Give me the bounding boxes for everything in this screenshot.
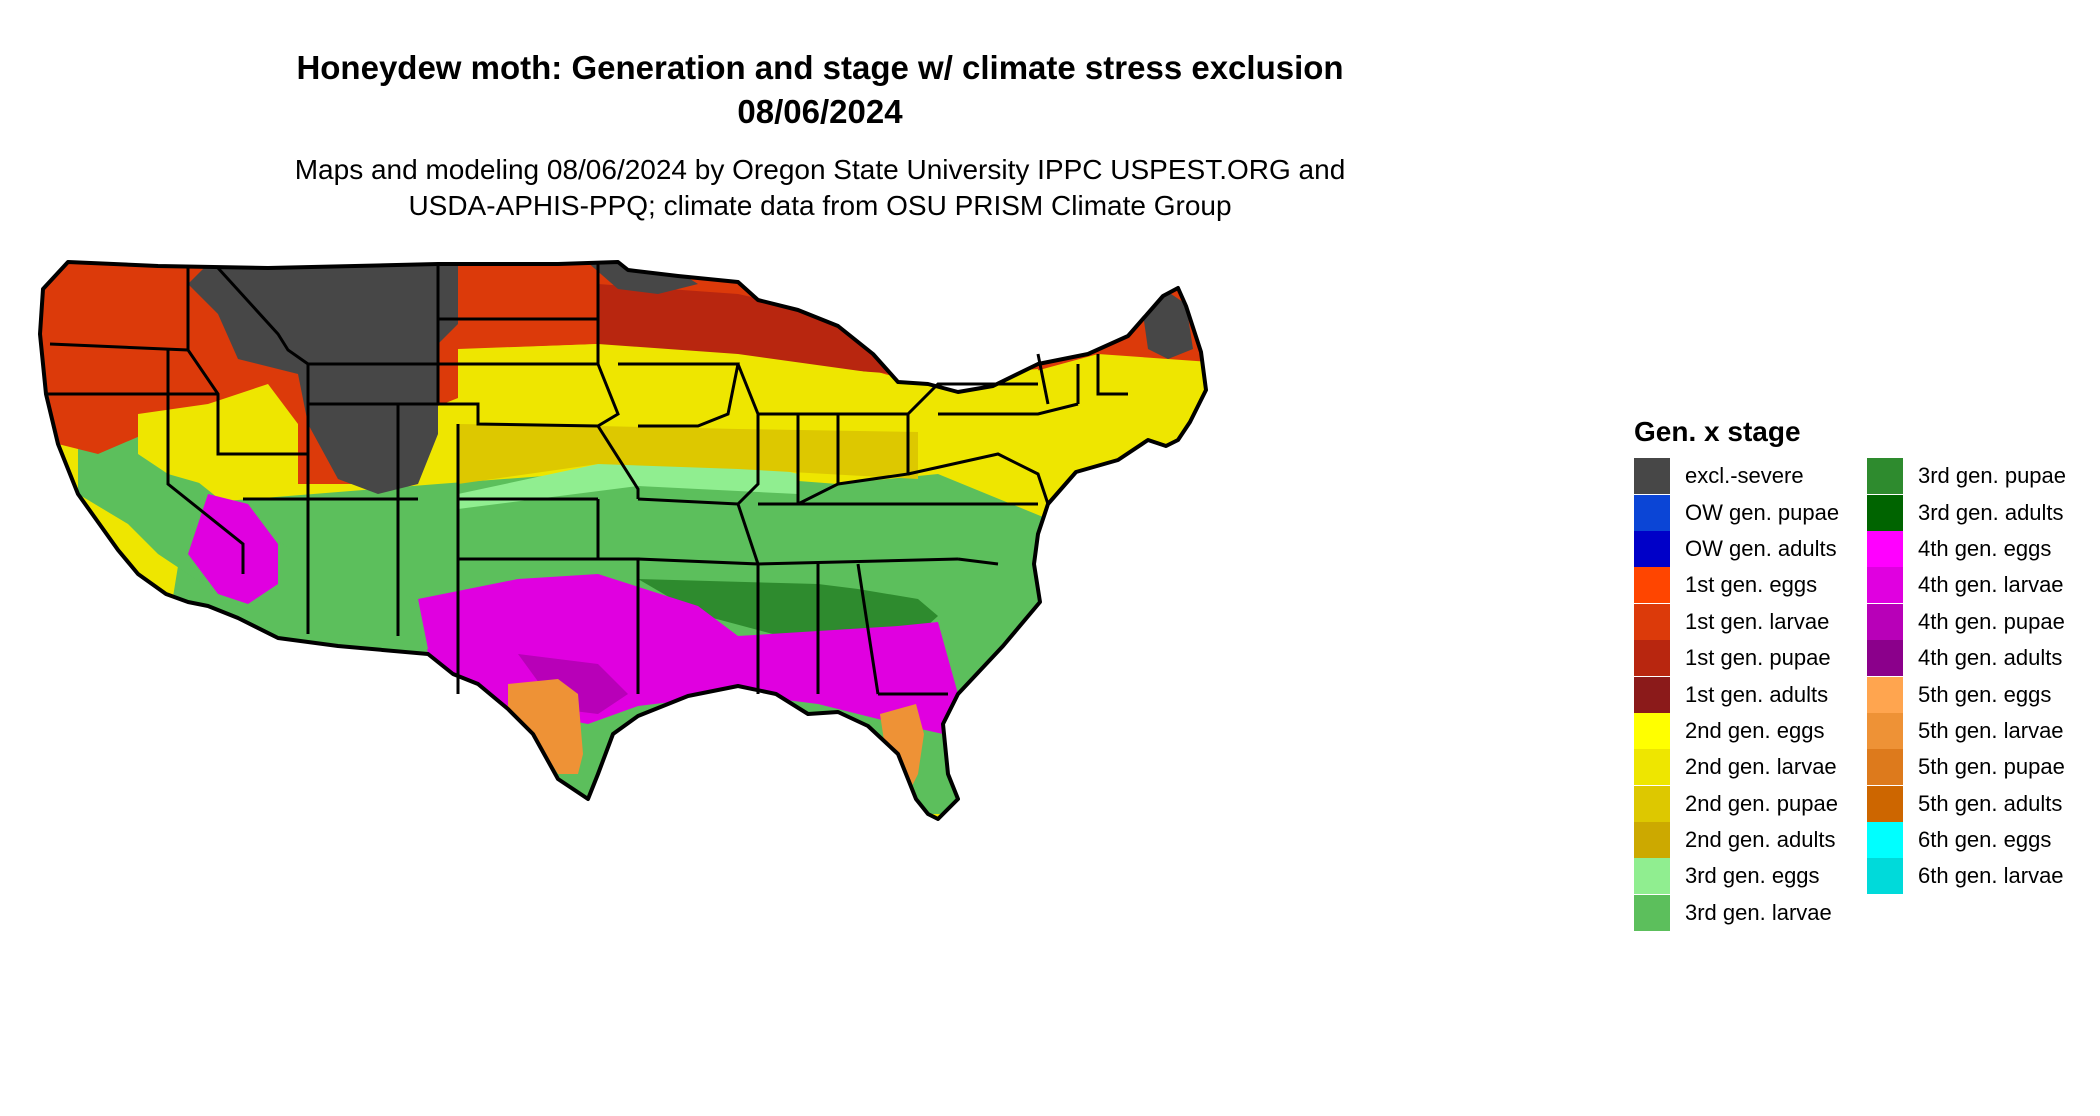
legend-label: 3rd gen. larvae xyxy=(1685,899,1832,925)
map-date: 08/06/2024 xyxy=(737,93,903,130)
legend-label: 3rd gen. adults xyxy=(1918,499,2064,525)
legend-swatch xyxy=(1634,785,1670,822)
legend-label: 3rd gen. eggs xyxy=(1685,863,1820,889)
legend-swatch xyxy=(1634,858,1670,895)
legend-column-1: excl.-severe OW gen. pupae OW gen. adults 1… xyxy=(1634,458,1839,931)
legend-label: 1st gen. eggs xyxy=(1685,572,1818,598)
legend-item: 3rd gen. adults xyxy=(1867,494,2066,531)
legend-label: 6th gen. larvae xyxy=(1918,863,2064,889)
legend-label: 5th gen. pupae xyxy=(1918,754,2065,780)
legend-item: 4th gen. pupae xyxy=(1867,603,2066,640)
legend-swatch xyxy=(1867,858,1903,895)
legend-item: 6th gen. larvae xyxy=(1867,858,2066,895)
legend-swatch xyxy=(1867,603,1903,640)
legend-swatch xyxy=(1867,530,1903,567)
legend-label: excl.-severe xyxy=(1685,463,1804,489)
legend-swatch xyxy=(1867,567,1903,604)
legend-label: 4th gen. larvae xyxy=(1918,572,2064,598)
legend-swatch xyxy=(1634,567,1670,604)
legend-item: 4th gen. eggs xyxy=(1867,530,2066,567)
legend-item: 5th gen. adults xyxy=(1867,785,2066,822)
legend-item: 2nd gen. adults xyxy=(1634,822,1839,859)
zone-exclusion-maine xyxy=(1143,292,1193,359)
legend-label: OW gen. pupae xyxy=(1685,499,1840,525)
legend-label: 2nd gen. eggs xyxy=(1685,717,1825,743)
legend-swatch xyxy=(1634,494,1670,531)
legend-title: Gen. x stage xyxy=(1634,416,1801,447)
zone-light-green-band xyxy=(458,459,798,509)
legend-label: 1st gen. adults xyxy=(1685,681,1829,707)
legend-swatch xyxy=(1867,785,1903,822)
legend-item: 6th gen. eggs xyxy=(1867,822,2066,859)
legend-item: 3rd gen. eggs xyxy=(1634,858,1839,895)
legend-swatch xyxy=(1867,822,1903,859)
legend-item: 1st gen. larvae xyxy=(1634,603,1839,640)
conus-phenology-map xyxy=(38,260,1208,821)
legend-swatch xyxy=(1867,494,1903,531)
legend-item: 4th gen. adults xyxy=(1867,640,2066,677)
legend-label: 2nd gen. adults xyxy=(1685,827,1836,853)
legend-label: 1st gen. pupae xyxy=(1685,645,1831,671)
legend-swatch xyxy=(1634,640,1670,677)
legend-swatch xyxy=(1634,894,1670,931)
legend-item: 1st gen. adults xyxy=(1634,676,1839,713)
legend-swatch xyxy=(1867,712,1903,749)
legend-swatch xyxy=(1634,749,1670,786)
legend-item: excl.-severe xyxy=(1634,458,1839,495)
legend-column-2: 3rd gen. pupae 3rd gen. adults 4th gen. eg… xyxy=(1867,458,2066,895)
legend-item: OW gen. adults xyxy=(1634,530,1839,567)
zone-purple-coast xyxy=(518,654,628,714)
legend-swatch xyxy=(1867,749,1903,786)
legend-label: 4th gen. eggs xyxy=(1918,535,2052,561)
legend-item: 1st gen. pupae xyxy=(1634,640,1839,677)
legend-swatch xyxy=(1867,640,1903,677)
legend-swatch xyxy=(1634,458,1670,495)
legend-label: 5th gen. larvae xyxy=(1918,717,2064,743)
legend-item: 4th gen. larvae xyxy=(1867,567,2066,604)
zone-pupae-band xyxy=(458,424,918,484)
legend-label: 4th gen. pupae xyxy=(1918,608,2065,634)
legend-item: 1st gen. eggs xyxy=(1634,567,1839,604)
legend-item: 5th gen. eggs xyxy=(1867,676,2066,713)
legend-item: 2nd gen. pupae xyxy=(1634,785,1839,822)
legend-swatch xyxy=(1634,712,1670,749)
legend-label: 3rd gen. pupae xyxy=(1918,463,2067,489)
legend-swatch xyxy=(1867,676,1903,713)
zone-exclusion-rockies xyxy=(188,262,458,494)
legend-item: OW gen. pupae xyxy=(1634,494,1840,531)
legend-item: 2nd gen. eggs xyxy=(1634,712,1839,749)
legend-item: 5th gen. larvae xyxy=(1867,712,2066,749)
legend-label: 1st gen. larvae xyxy=(1685,608,1830,634)
legend-item: 3rd gen. pupae xyxy=(1867,458,2067,495)
legend-swatch xyxy=(1634,676,1670,713)
conus-outline xyxy=(38,260,1208,821)
zone-orange-texas xyxy=(508,679,583,774)
legend-label: 4th gen. adults xyxy=(1918,645,2063,671)
map-credits-line2: USDA-APHIS-PPQ; climate data from OSU PR… xyxy=(408,190,1232,221)
legend-label: 6th gen. eggs xyxy=(1918,827,2052,853)
legend-swatch xyxy=(1867,458,1903,495)
state-borders xyxy=(46,264,1128,696)
map-credits-line1: Maps and modeling 08/06/2024 by Oregon S… xyxy=(294,154,1346,185)
legend-label: 5th gen. adults xyxy=(1918,790,2063,816)
zone-southwest-magenta xyxy=(188,494,278,604)
legend-item: 5th gen. pupae xyxy=(1867,749,2066,786)
legend-swatch xyxy=(1634,822,1670,859)
legend-item: 2nd gen. larvae xyxy=(1634,749,1839,786)
legend-swatch xyxy=(1634,530,1670,567)
zone-ne-yellow xyxy=(938,379,1098,484)
legend-item: 3rd gen. larvae xyxy=(1634,894,1839,931)
legend-swatch xyxy=(1634,603,1670,640)
map-title: Honeydew moth: Generation and stage w/ c… xyxy=(296,49,1344,86)
legend-label: OW gen. adults xyxy=(1685,535,1837,561)
legend-label: 2nd gen. larvae xyxy=(1685,754,1837,780)
legend-label: 5th gen. eggs xyxy=(1918,681,2052,707)
legend-label: 2nd gen. pupae xyxy=(1685,790,1838,816)
